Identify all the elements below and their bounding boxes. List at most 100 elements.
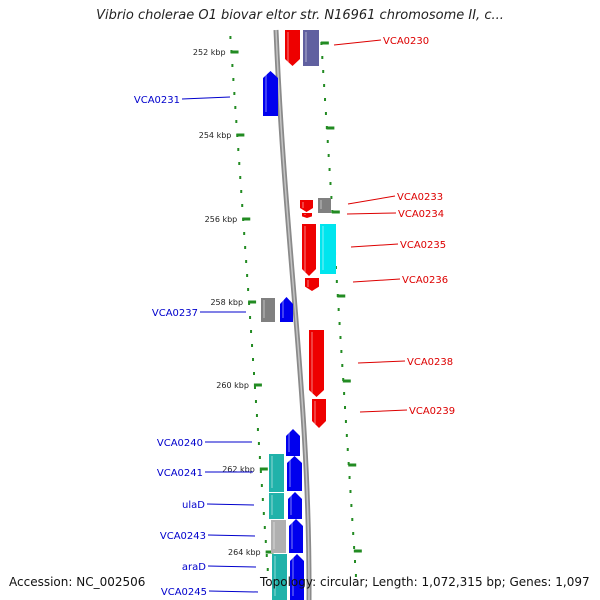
tick-dot (231, 64, 234, 67)
tick-dot (243, 232, 246, 235)
tick-dot (258, 456, 261, 459)
tick-dot (262, 512, 265, 515)
gene-leader-line (357, 360, 406, 364)
tick-dot (235, 120, 238, 123)
kbp-tick-mark (326, 126, 335, 130)
gene-arrow (302, 224, 316, 276)
gene-arrow (269, 493, 284, 519)
tick-dot (245, 260, 248, 263)
gene-leader-line (359, 409, 408, 413)
gene-highlight (265, 73, 267, 112)
gene-label-vca0235: VCA0235 (400, 240, 446, 251)
gene-leader-line (207, 565, 257, 568)
tick-dot (351, 518, 354, 521)
gene-label-vca0239: VCA0239 (409, 406, 455, 417)
tick-dot (322, 70, 325, 73)
kbp-tick-mark (337, 294, 346, 298)
gene-labels: VCA0231 VCA0237 VCA0240 VCA0241 ulaD VCA0243 a… (134, 36, 455, 598)
gene-label-vca0238: VCA0238 (407, 357, 453, 368)
tick-dot (246, 274, 249, 277)
kbp-tick-mark (253, 383, 262, 387)
tick-dot (326, 140, 329, 143)
tick-dot (345, 434, 348, 437)
gene-leader-line (352, 278, 401, 283)
gene-label-arad: araD (182, 562, 206, 573)
gene-label-vca0234: VCA0234 (398, 209, 444, 220)
gene-arrow (309, 330, 324, 397)
gene-arrow (272, 554, 287, 600)
gene-highlight (290, 494, 292, 515)
tick-dot (255, 414, 258, 417)
tick-dot (261, 498, 264, 501)
tick-dot (337, 308, 340, 311)
tick-dot (238, 162, 241, 165)
tick-dot (252, 358, 255, 361)
gene-leader-line (347, 195, 396, 205)
kbp-ticks: 252 kbp 254 kbp 256 kbp 258 kbp 260 kbp 262 k… (193, 41, 362, 557)
tick-dot (344, 406, 347, 409)
tick-dot (354, 574, 357, 577)
gene-leader-line (350, 243, 399, 248)
kbp-tick-mark (342, 379, 351, 383)
kbp-tick-label: 264 kbp (228, 548, 261, 557)
tick-dot (251, 344, 254, 347)
tick-dot (353, 546, 356, 549)
gene-arrow (288, 492, 302, 519)
gene-leader-line (181, 96, 231, 100)
tick-dot (327, 154, 330, 157)
gene-arrow (300, 200, 313, 212)
gene-label-ulad: ulaD (182, 500, 205, 511)
gene-highlight (304, 214, 306, 215)
gene-arrow (320, 224, 336, 274)
tick-dot (323, 84, 326, 87)
tick-dot (239, 176, 242, 179)
tick-dot (240, 190, 243, 193)
tick-dot (339, 336, 342, 339)
tick-dot (341, 364, 344, 367)
gene-leader-line (333, 39, 382, 46)
tick-dot (352, 532, 355, 535)
summary-text: Topology: circular; Length: 1,072,315 bp… (260, 575, 590, 589)
tick-dot (232, 78, 235, 81)
tick-dot (229, 36, 232, 39)
gene-leader-line (206, 503, 255, 506)
gene-arrow (305, 278, 319, 291)
tick-dot (330, 196, 333, 199)
kbp-tick-mark (331, 210, 340, 214)
gene-highlight (282, 299, 284, 318)
tick-dot (247, 288, 250, 291)
tick-dot (328, 168, 331, 171)
tick-dot (350, 504, 353, 507)
kbp-tick-mark (320, 41, 329, 45)
gene-arrow (271, 520, 286, 553)
tick-dot (324, 98, 327, 101)
tick-dot (329, 182, 332, 185)
accession-text: Accession: NC_002506 (9, 575, 146, 589)
gene-highlight (287, 32, 289, 62)
gene-leader-line (207, 534, 256, 537)
gene-highlight (291, 521, 293, 549)
gene-arrow (289, 519, 303, 553)
kbp-tick-label: 258 kbp (210, 298, 243, 307)
gene-label-vca0236: VCA0236 (402, 275, 448, 286)
tick-dot (237, 148, 240, 151)
tick-dot (343, 392, 346, 395)
gene-highlight (289, 458, 291, 487)
gene-highlight (307, 280, 309, 287)
tick-dot (257, 442, 260, 445)
gene-label-vca0231: VCA0231 (134, 95, 180, 106)
gene-arrow (261, 298, 275, 322)
kbp-tick-label: 256 kbp (205, 215, 238, 224)
gene-arrow (263, 71, 278, 116)
kbp-tick-mark (265, 550, 274, 554)
kbp-tick-label: 262 kbp (222, 465, 255, 474)
tick-dot (260, 484, 263, 487)
gene-arrow (286, 429, 300, 456)
gene-arrow (285, 30, 300, 66)
gene-arrow (302, 213, 312, 218)
tick-dot (250, 330, 253, 333)
kbp-tick-mark (353, 549, 362, 553)
tick-dot (349, 490, 352, 493)
